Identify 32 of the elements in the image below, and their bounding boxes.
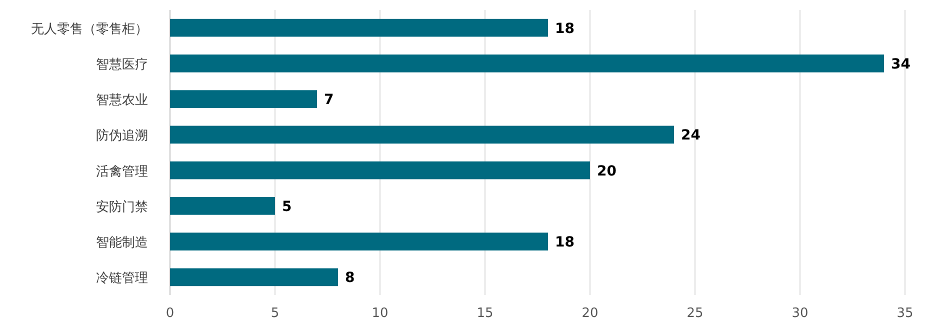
y-tick-label: 活禽管理 bbox=[96, 164, 148, 180]
x-tick-label: 30 bbox=[792, 306, 808, 321]
y-tick-label: 冷链管理 bbox=[96, 271, 148, 286]
bar bbox=[170, 161, 590, 180]
x-tick-label: 15 bbox=[476, 306, 494, 321]
data-label: 18 bbox=[555, 20, 574, 37]
bar bbox=[170, 18, 548, 37]
y-tick-label: 智能制造 bbox=[96, 236, 148, 251]
data-label: 5 bbox=[282, 198, 292, 215]
x-tick-label: 0 bbox=[166, 306, 174, 321]
x-tick-label: 10 bbox=[372, 306, 388, 321]
y-tick-label: 智慧医疗 bbox=[96, 57, 148, 72]
x-tick-label: 5 bbox=[270, 306, 280, 321]
y-tick-label: 安防门禁 bbox=[96, 198, 148, 215]
bar bbox=[170, 232, 548, 250]
y-tick-label: 防伪追溯 bbox=[96, 128, 148, 144]
y-tick-label: 智慧农业 bbox=[96, 93, 148, 108]
data-label: 34 bbox=[891, 56, 911, 72]
bar bbox=[170, 268, 338, 286]
data-label: 20 bbox=[597, 163, 617, 180]
data-label: 7 bbox=[324, 92, 334, 108]
data-label: 8 bbox=[345, 270, 355, 286]
bar bbox=[170, 54, 884, 72]
bar bbox=[170, 126, 674, 144]
y-tick-label: 无人零售（零售柜） bbox=[31, 22, 148, 37]
data-label: 18 bbox=[555, 234, 574, 251]
x-tick-label: 25 bbox=[686, 306, 704, 321]
bar bbox=[170, 90, 317, 108]
x-tick-label: 20 bbox=[582, 306, 598, 321]
data-label: 24 bbox=[681, 128, 701, 144]
x-tick-label: 35 bbox=[896, 306, 914, 321]
bar bbox=[170, 197, 275, 215]
